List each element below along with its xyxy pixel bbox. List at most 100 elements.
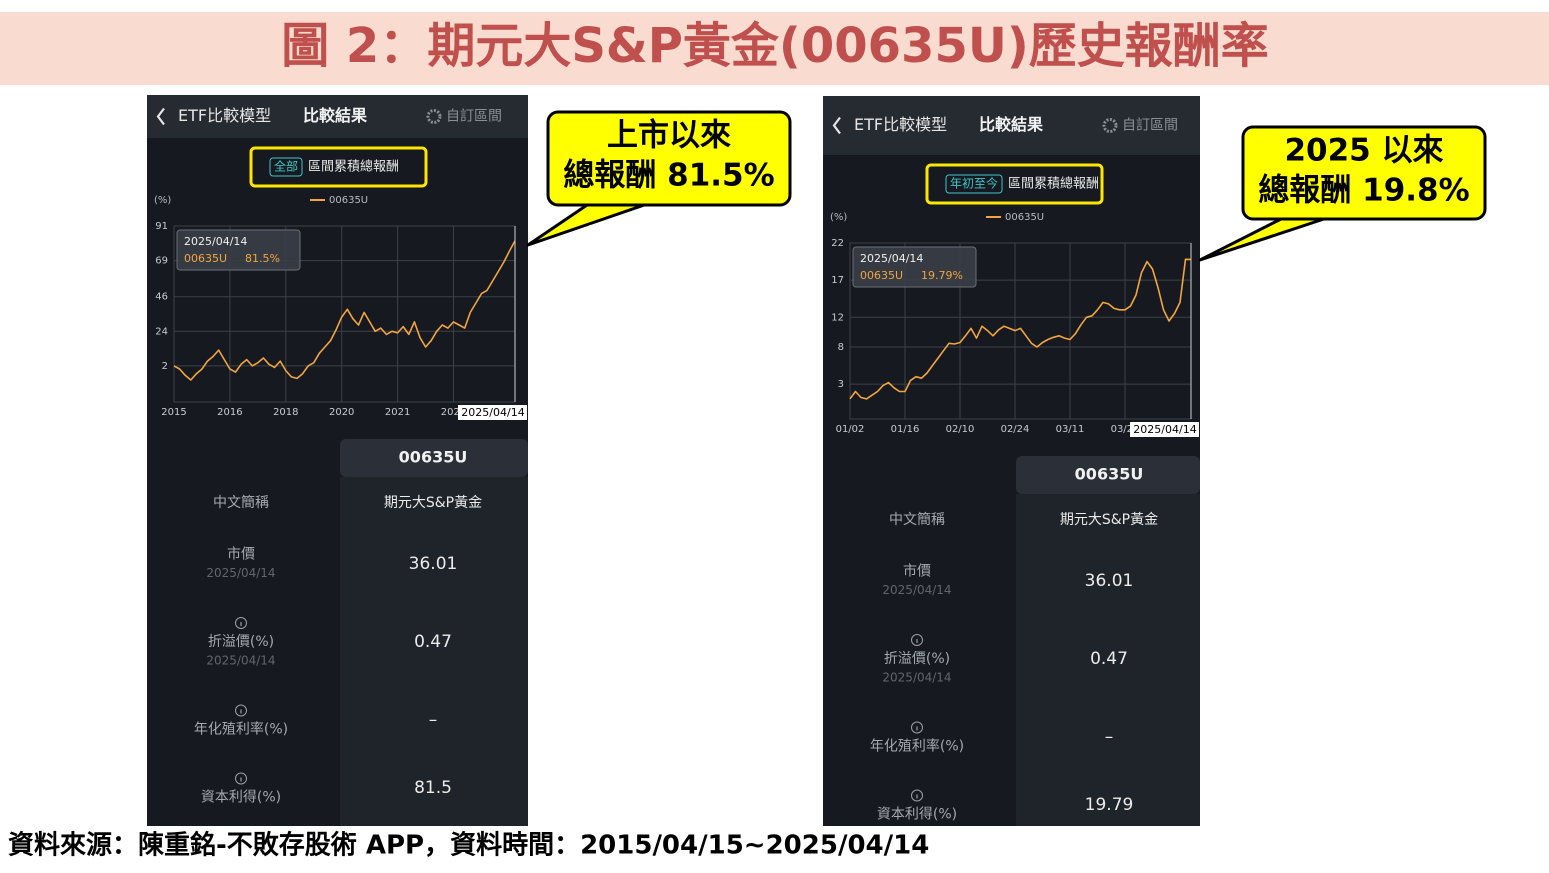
range-badge-chip — [945, 174, 1003, 194]
row-date: 2025/04/14 — [206, 654, 275, 668]
info-icon — [235, 772, 247, 785]
row-value: 期元大S&P黃金 — [1060, 512, 1158, 528]
row-label: 中文簡稱 — [889, 512, 945, 528]
tooltip-value: 19.79% — [921, 269, 963, 282]
tooltip-series: 00635U — [860, 269, 903, 282]
tooltip-box — [176, 229, 301, 271]
row-label: 折溢價(%) — [208, 633, 274, 650]
x-tick-label: 03/11 — [1056, 424, 1085, 435]
x-tick-label: 2021 — [385, 407, 410, 418]
callout-box — [546, 110, 792, 207]
range-badge: 年初至今 — [950, 176, 998, 191]
row-label: 年化殖利率(%) — [870, 738, 964, 755]
callout-pointer-cover — [1288, 211, 1327, 218]
y-tick-label: 8 — [838, 342, 844, 353]
info-icon — [911, 789, 923, 802]
row-value: 0.47 — [414, 632, 452, 652]
x-tick-label: 2023 — [441, 407, 466, 418]
tooltip-value: 81.5% — [245, 252, 280, 265]
row-value: 81.5 — [414, 778, 452, 798]
cursor-label: 2025/04/14 — [461, 406, 524, 419]
info-icon — [235, 704, 247, 717]
range-label: 區間累積總報酬 — [308, 159, 399, 175]
callout-text: 2025 以來 — [1284, 133, 1443, 169]
callout-box — [1241, 125, 1487, 221]
row-label: 市價 — [227, 546, 255, 563]
callout-text: 上市以來 — [607, 118, 731, 154]
y-tick-label: 22 — [831, 238, 844, 249]
nav-back[interactable]: ETF比較模型 — [178, 106, 271, 125]
legend-label: 00635U — [1005, 212, 1044, 223]
x-tick-label: 01/02 — [836, 424, 865, 435]
table-header: 00635U — [399, 448, 468, 467]
row-label: 年化殖利率(%) — [194, 721, 288, 738]
row-value: – — [1105, 727, 1114, 747]
x-tick-label: 02/24 — [1001, 424, 1030, 435]
nav-settings[interactable]: 自訂區間 — [1122, 118, 1178, 134]
cursor-label-bg — [458, 405, 527, 420]
range-badge-chip — [269, 157, 303, 177]
x-tick-label: 2016 — [217, 407, 242, 418]
source-note: 資料來源：陳重銘-不敗存股術 APP，資料時間：2015/04/15~2025/… — [8, 830, 929, 861]
gear-icon[interactable] — [1102, 118, 1118, 133]
x-tick-label: 01/16 — [891, 424, 920, 435]
range-badge-frame — [249, 146, 428, 188]
table-value-column — [340, 477, 528, 826]
table-header-bg — [340, 439, 528, 477]
table-value-column — [1016, 494, 1200, 826]
page-title: 圖 2：期元大S&P黃金(00635U)歷史報酬率 — [281, 18, 1269, 74]
title-band — [0, 12, 1549, 85]
callout-text: 總報酬 19.8% — [1258, 173, 1469, 209]
legend-label: 00635U — [329, 195, 368, 206]
row-value: 36.01 — [1085, 571, 1134, 591]
range-badge-frame — [925, 163, 1104, 205]
cursor-label: 2025/04/14 — [1133, 423, 1196, 436]
tooltip-date: 2025/04/14 — [860, 252, 923, 265]
nav-bar — [147, 95, 528, 138]
x-tick-label: 02/10 — [946, 424, 975, 435]
row-label: 折溢價(%) — [884, 650, 950, 667]
tooltip-box — [852, 246, 977, 288]
nav-bar — [823, 96, 1200, 155]
back-chevron[interactable] — [832, 116, 841, 135]
range-badge: 全部 — [274, 159, 298, 174]
row-label: 資本利得(%) — [201, 789, 281, 806]
table-header: 00635U — [1075, 465, 1144, 484]
tooltip-date: 2025/04/14 — [184, 235, 247, 248]
x-tick-label: 2018 — [273, 407, 298, 418]
info-icon — [235, 617, 247, 629]
row-label: 市價 — [903, 563, 931, 580]
row-value: 0.47 — [1090, 649, 1128, 669]
series-line — [849, 258, 1192, 400]
info-icon — [911, 634, 923, 646]
nav-title: 比較結果 — [303, 106, 367, 125]
y-tick-label: 46 — [155, 292, 168, 303]
row-value: – — [429, 710, 438, 730]
back-chevron[interactable] — [156, 107, 165, 126]
series-line — [173, 240, 516, 381]
cursor-label-bg — [1130, 422, 1199, 437]
y-tick-label: 17 — [831, 275, 844, 286]
row-date: 2025/04/14 — [882, 583, 951, 597]
y-tick-label: 91 — [155, 221, 168, 232]
row-date: 2025/04/14 — [882, 671, 951, 685]
tooltip-series: 00635U — [184, 252, 227, 265]
callout-pointer — [526, 201, 652, 247]
gear-icon[interactable] — [426, 109, 442, 124]
y-tick-label: 3 — [838, 379, 844, 390]
row-value: 19.79 — [1085, 795, 1134, 815]
row-value: 期元大S&P黃金 — [384, 495, 482, 511]
x-tick-label: 2015 — [161, 407, 186, 418]
x-tick-label: 03/25 — [1111, 424, 1140, 435]
table-header-bg — [1016, 456, 1200, 494]
nav-back[interactable]: ETF比較模型 — [854, 115, 947, 134]
nav-settings[interactable]: 自訂區間 — [446, 109, 502, 125]
x-tick-label: 2020 — [329, 407, 354, 418]
range-label: 區間累積總報酬 — [1008, 176, 1099, 192]
callout-pointer — [1198, 215, 1332, 262]
callout-text: 總報酬 81.5% — [563, 158, 774, 194]
y-axis-unit: (%) — [830, 212, 847, 223]
row-label: 中文簡稱 — [213, 495, 269, 511]
y-tick-label: 69 — [155, 256, 168, 267]
